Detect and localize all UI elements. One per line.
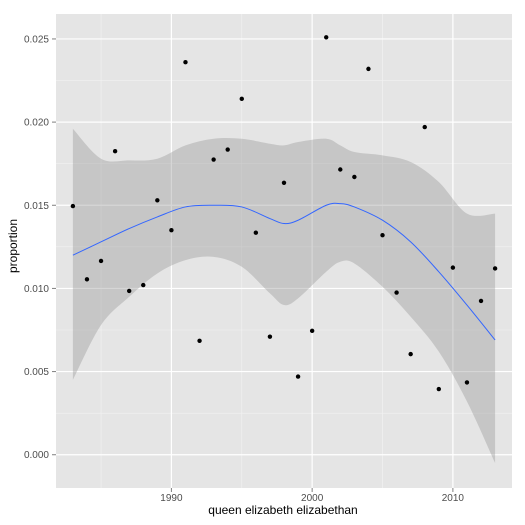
- data-point: [309, 328, 315, 334]
- data-point: [239, 96, 244, 102]
- data-point: [98, 258, 104, 264]
- x-tick-label: 2000: [301, 493, 324, 504]
- data-point: [141, 282, 146, 288]
- data-point: [253, 230, 259, 235]
- data-point: [84, 277, 90, 282]
- data-point: [324, 35, 329, 40]
- y-axis-title: proportion: [6, 219, 20, 273]
- data-point: [70, 203, 76, 209]
- data-point: [478, 298, 484, 304]
- x-tick-label: 1990: [160, 493, 183, 504]
- data-point: [408, 351, 413, 357]
- data-point: [464, 380, 470, 385]
- y-tick-label: 0.010: [24, 284, 49, 295]
- data-point: [422, 124, 427, 130]
- x-axis-title: queen elizabeth elizabethan: [208, 503, 357, 517]
- minor-gridlines: [56, 14, 512, 488]
- y-tick-label: 0.015: [24, 201, 49, 212]
- plot-panel: [56, 14, 512, 488]
- data-point: [281, 180, 287, 186]
- confidence-band: [72, 128, 496, 464]
- data-point: [267, 334, 273, 339]
- data-point: [211, 157, 216, 162]
- data-points: [70, 35, 498, 392]
- x-axis-ticks: 1990 2000 2010: [160, 488, 464, 504]
- smooth-trend-line: [72, 202, 496, 341]
- y-tick-label: 0.000: [24, 450, 49, 461]
- data-point: [126, 288, 132, 294]
- x-tick-label: 2010: [442, 493, 465, 504]
- y-tick-label: 0.025: [24, 34, 49, 45]
- data-point: [366, 66, 371, 72]
- y-tick-label: 0.005: [24, 367, 49, 378]
- y-tick-label: 0.020: [24, 118, 49, 129]
- data-point: [338, 167, 343, 172]
- data-point: [155, 198, 160, 203]
- data-point: [394, 290, 399, 295]
- major-gridlines: [56, 14, 512, 488]
- data-point: [352, 174, 357, 180]
- data-point: [183, 60, 188, 65]
- data-point: [197, 338, 202, 344]
- data-point: [169, 228, 174, 233]
- data-point: [436, 386, 442, 392]
- data-point: [295, 374, 301, 379]
- data-point: [380, 233, 385, 238]
- data-point: [225, 147, 230, 152]
- y-axis-ticks: 0.000 0.005 0.010 0.015 0.020 0.025: [24, 34, 56, 461]
- data-point: [112, 149, 118, 154]
- data-point: [450, 265, 456, 270]
- data-point: [492, 266, 498, 271]
